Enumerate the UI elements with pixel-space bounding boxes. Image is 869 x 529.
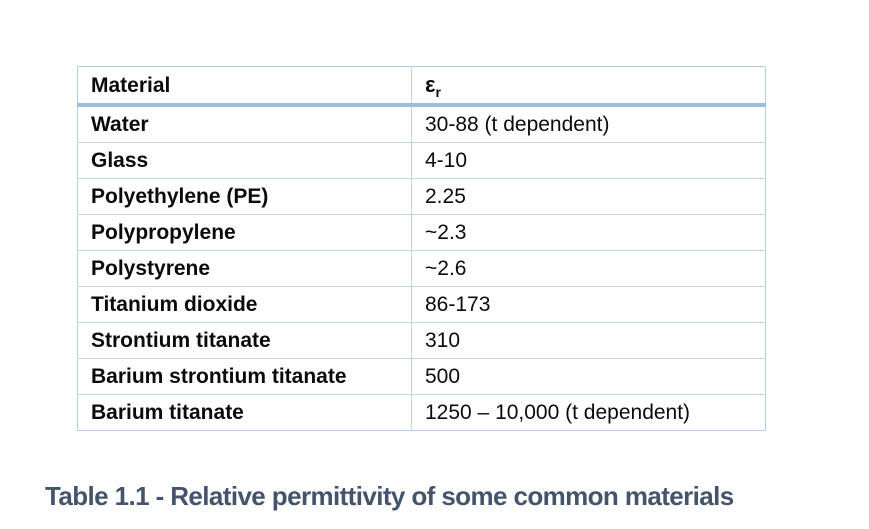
header-cell-relative-permittivity: εr: [411, 66, 766, 107]
permittivity-value-cell: 2.25: [411, 178, 766, 215]
permittivity-value-cell: 4-10: [411, 142, 766, 179]
epsilon-subscript-r: r: [435, 84, 441, 101]
material-cell: Barium titanate: [77, 394, 412, 431]
table-caption: Table 1.1 - Relative permittivity of som…: [45, 481, 734, 511]
permittivity-value-cell: ~2.3: [411, 214, 766, 251]
permittivity-value-cell: 310: [411, 322, 766, 359]
permittivity-value-cell: 86-173: [411, 286, 766, 323]
material-cell: Polypropylene: [77, 214, 412, 251]
header-cell-material: Material: [77, 66, 412, 107]
permittivity-value-cell: 30-88 (t dependent): [425, 113, 610, 136]
materials-table: Material εr Water 30-88 (t dependent) Gl…: [77, 66, 766, 431]
table-header-row: Material εr: [77, 66, 766, 107]
table-row: Water 30-88 (t dependent): [77, 105, 766, 143]
table-row: Glass 4-10: [77, 142, 766, 179]
material-cell: Polystyrene: [77, 250, 412, 287]
table-row: Barium titanate 1250 – 10,000 (t depende…: [77, 394, 766, 431]
permittivity-table: Material εr Water 30-88 (t dependent) Gl…: [77, 66, 766, 431]
table-row: Barium strontium titanate 500: [77, 358, 766, 395]
permittivity-value-cell: 500: [411, 358, 766, 395]
permittivity-value-cell: 1250 – 10,000 (t dependent): [411, 394, 766, 431]
material-cell: Barium strontium titanate: [77, 358, 412, 395]
table-row: Strontium titanate 310: [77, 322, 766, 359]
material-cell: Water: [77, 105, 412, 143]
permittivity-value-cell: ~2.6: [411, 250, 766, 287]
table-row: Polyethylene (PE) 2.25: [77, 178, 766, 215]
material-cell: Strontium titanate: [77, 322, 412, 359]
material-cell: Polyethylene (PE): [77, 178, 412, 215]
table-row: Polystyrene ~2.6: [77, 250, 766, 287]
material-cell: Titanium dioxide: [77, 286, 412, 323]
table-row: Titanium dioxide 86-173: [77, 286, 766, 323]
table-row: Polypropylene ~2.3: [77, 214, 766, 251]
epsilon-symbol: ε: [425, 72, 436, 97]
material-cell: Glass: [77, 142, 412, 179]
